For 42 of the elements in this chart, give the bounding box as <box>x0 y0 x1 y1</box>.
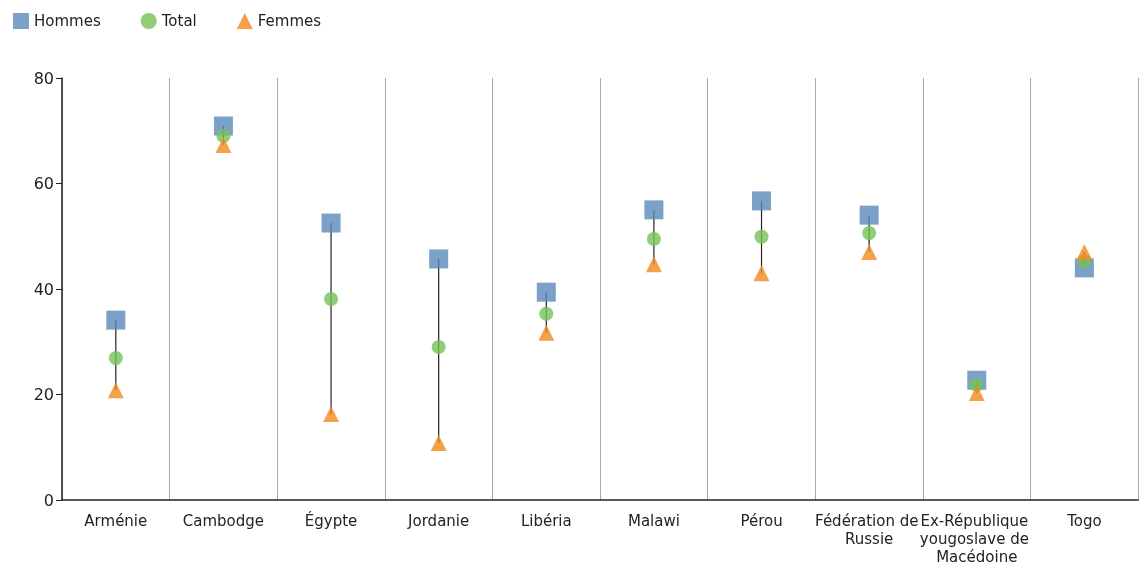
point <box>321 213 341 233</box>
x-tick-label: Fédération de Russie <box>815 512 919 548</box>
x-tick-label: Ex-République yougoslave de Macédoine <box>919 512 1034 566</box>
y-tick-label: 20 <box>33 385 54 404</box>
point <box>862 226 877 241</box>
x-tick-label: Libéria <box>520 512 572 530</box>
y-tick-label: 60 <box>33 174 54 193</box>
x-tick-label: Cambodge <box>182 512 265 530</box>
x-tick-label: Togo <box>1066 512 1102 530</box>
point <box>539 306 554 321</box>
x-tick-label: Égypte <box>304 511 358 530</box>
point <box>644 200 664 220</box>
point <box>861 244 878 261</box>
legend-label: Hommes <box>34 12 101 30</box>
point <box>106 310 126 330</box>
point <box>431 340 446 355</box>
y-tick-label: 40 <box>33 279 54 299</box>
point <box>323 406 340 423</box>
y-tick-label: 0 <box>43 490 54 510</box>
point <box>752 191 772 211</box>
point <box>754 229 769 244</box>
y-tick-label: 80 <box>33 68 54 88</box>
x-tick-label: Malawi <box>627 512 680 530</box>
point <box>430 435 447 452</box>
x-tick-label: Jordanie <box>407 512 470 530</box>
point <box>753 265 770 282</box>
point <box>215 136 232 153</box>
point <box>324 292 339 307</box>
legend-label: Femmes <box>257 12 322 30</box>
point <box>645 256 662 273</box>
point <box>1076 244 1093 261</box>
point <box>538 324 555 341</box>
point <box>968 384 985 401</box>
point <box>429 249 449 269</box>
x-tick-label: Arménie <box>84 512 148 530</box>
x-tick-label: Pérou <box>740 512 783 530</box>
point <box>646 231 661 246</box>
point <box>108 351 123 366</box>
legend-label: Total <box>160 12 197 30</box>
point <box>859 205 879 225</box>
point <box>536 282 556 302</box>
point <box>107 382 124 399</box>
